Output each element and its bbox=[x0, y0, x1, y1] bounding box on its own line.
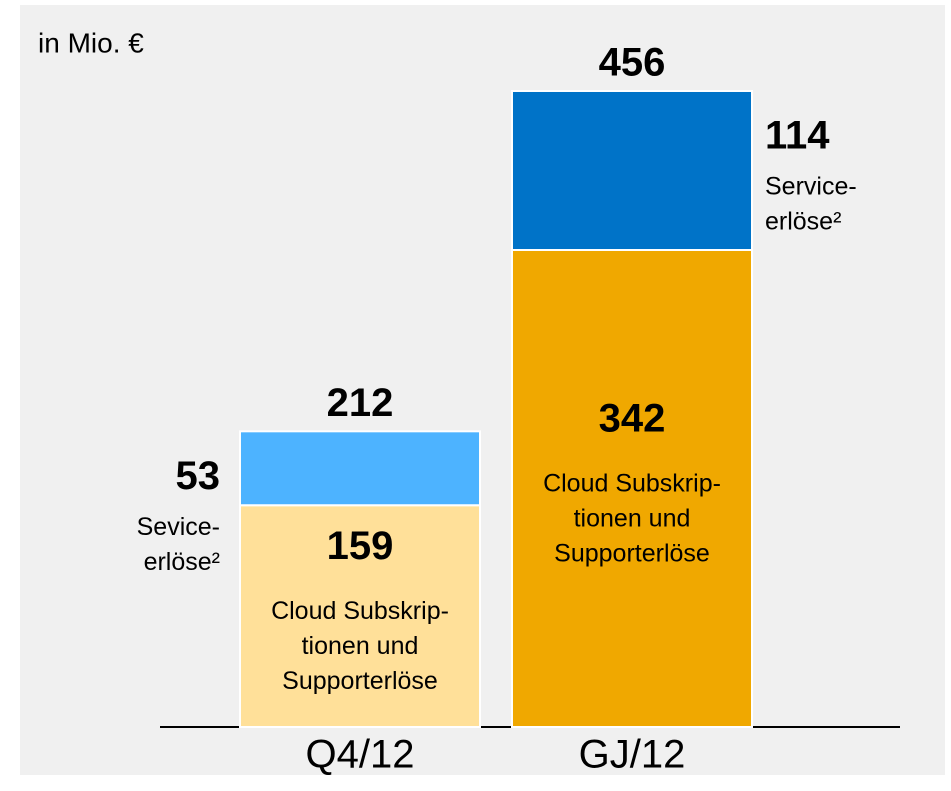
segment-value: 53 bbox=[176, 454, 221, 498]
segment-value: 159 bbox=[327, 524, 394, 568]
segment-label: tionen und bbox=[574, 505, 691, 533]
bar-segment bbox=[239, 430, 481, 507]
unit-label: in Mio. € bbox=[38, 27, 144, 58]
segment-label: Sevice- bbox=[137, 513, 220, 541]
bar-segment bbox=[239, 504, 481, 728]
segment-value: 342 bbox=[599, 397, 666, 441]
segment-label: erlöse² bbox=[765, 208, 841, 236]
segment-label: Cloud Subskrip- bbox=[543, 470, 721, 498]
segment-label: Service- bbox=[765, 173, 857, 201]
background bbox=[20, 5, 945, 775]
segment-label: Supporterlöse bbox=[554, 540, 710, 568]
bar-segment bbox=[511, 249, 753, 728]
x-tick-label: Q4/12 bbox=[306, 733, 415, 777]
segment-value: 114 bbox=[765, 114, 830, 158]
segment-label: Cloud Subskrip- bbox=[271, 597, 449, 625]
total-label: 456 bbox=[599, 41, 666, 85]
x-tick-label: GJ/12 bbox=[579, 733, 686, 777]
segment-label: tionen und bbox=[302, 632, 419, 660]
total-label: 212 bbox=[327, 381, 394, 425]
segment-label: erlöse² bbox=[144, 548, 220, 576]
segment-label: Supporterlöse bbox=[282, 667, 438, 695]
bar-segment bbox=[511, 90, 753, 251]
